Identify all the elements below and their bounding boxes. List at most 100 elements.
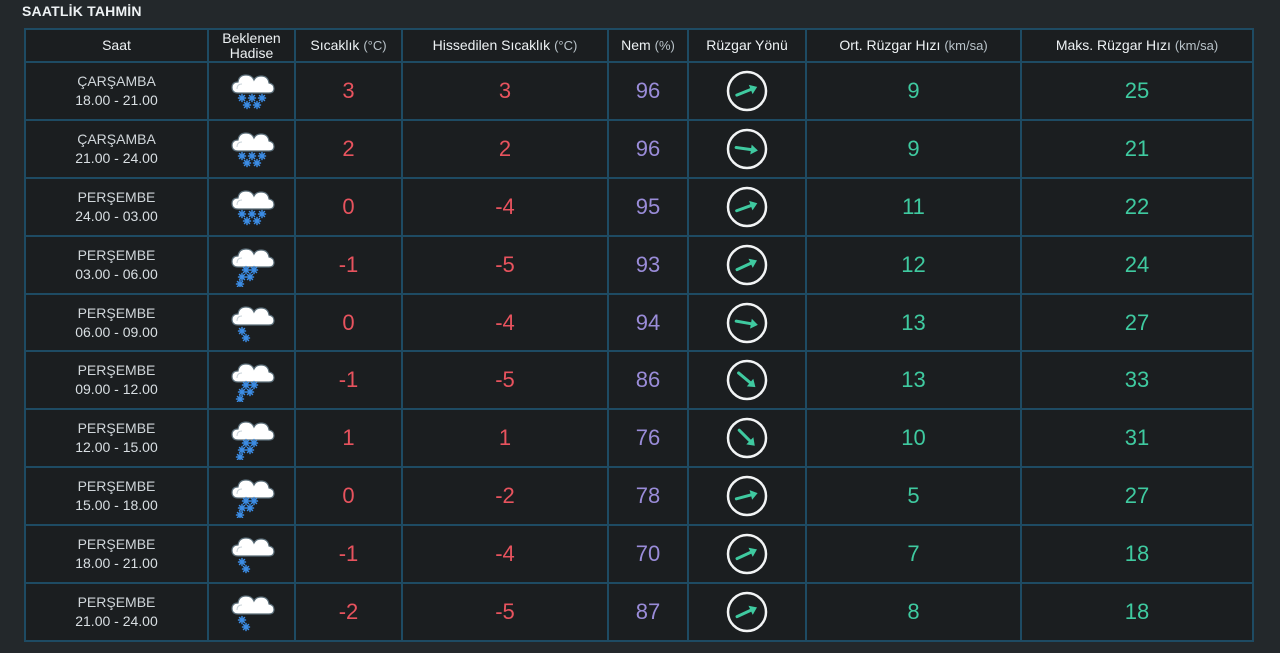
col-header-hissedilen-unit: (°C) — [554, 38, 578, 53]
feels-like-value: -4 — [401, 176, 609, 237]
temperature-value: 0 — [294, 176, 403, 237]
table-row: PERŞEMBE 24.00 - 03.00 0 -4 95 11 22 — [24, 176, 1254, 237]
table-row: PERŞEMBE 12.00 - 15.00 1 1 76 10 31 — [24, 408, 1254, 469]
table-row: PERŞEMBE 09.00 - 12.00 -1 -5 86 13 33 — [24, 350, 1254, 411]
snow-heavy-icon — [209, 127, 294, 171]
max-wind-speed-value: 24 — [1020, 234, 1254, 295]
table-row: ÇARŞAMBA 18.00 - 21.00 3 3 96 9 25 — [24, 61, 1254, 121]
snow-moderate-icon — [209, 474, 294, 519]
wind-direction-icon — [689, 301, 805, 345]
page-title: SAATLİK TAHMİN — [22, 3, 142, 19]
table-row: ÇARŞAMBA 21.00 - 24.00 2 2 96 9 21 — [24, 118, 1254, 179]
time-range: 21.00 - 24.00 — [75, 613, 158, 629]
col-header-saat-label: Saat — [102, 37, 131, 53]
feels-like-value: -4 — [401, 524, 609, 585]
wind-direction-icon — [689, 358, 805, 402]
avg-wind-speed-value: 7 — [805, 524, 1022, 585]
wind-direction-icon — [689, 243, 805, 287]
max-wind-speed-value: 22 — [1020, 176, 1254, 237]
weather-cell — [207, 61, 296, 121]
avg-wind-speed-value: 13 — [805, 292, 1022, 353]
temperature-value: 2 — [294, 118, 403, 179]
col-header-nem-label: Nem — [621, 37, 651, 53]
col-header-hadise-line1: Beklenen — [222, 29, 281, 46]
time-range: 18.00 - 21.00 — [75, 91, 158, 108]
wind-direction-cell — [687, 61, 807, 121]
feels-like-value: 1 — [401, 408, 609, 469]
col-header-hadise: Beklenen Hadise — [207, 28, 296, 63]
hourly-forecast-table: Saat Beklenen Hadise Sıcaklık (°C) Hisse… — [24, 28, 1254, 642]
col-header-maks-ruzgar-unit: (km/sa) — [1174, 38, 1219, 53]
weather-cell — [207, 350, 296, 411]
temperature-value: 0 — [294, 466, 403, 527]
col-header-hadise-line2: Hadise — [229, 44, 274, 61]
avg-wind-speed-value: 11 — [805, 176, 1022, 237]
day-label: PERŞEMBE — [77, 188, 156, 205]
temperature-value: -1 — [294, 524, 403, 585]
time-range: 24.00 - 03.00 — [75, 207, 158, 224]
time-range: 21.00 - 24.00 — [75, 149, 158, 166]
humidity-value: 96 — [607, 118, 689, 179]
wind-direction-icon — [689, 532, 805, 576]
table-header-row: Saat Beklenen Hadise Sıcaklık (°C) Hisse… — [24, 28, 1254, 63]
col-header-ruzgar-yonu-label: Rüzgar Yönü — [706, 37, 788, 53]
wind-direction-icon — [689, 69, 805, 113]
max-wind-speed-value: 21 — [1020, 118, 1254, 179]
avg-wind-speed-value: 9 — [805, 61, 1022, 121]
humidity-value: 96 — [607, 61, 689, 121]
wind-direction-icon — [689, 474, 805, 518]
wind-direction-cell — [687, 176, 807, 237]
time-cell: PERŞEMBE 09.00 - 12.00 — [24, 350, 209, 411]
day-label: PERŞEMBE — [77, 420, 156, 437]
time-range: 18.00 - 21.00 — [75, 555, 158, 572]
weather-cell — [207, 524, 296, 585]
wind-direction-icon — [689, 416, 805, 460]
temperature-value: 1 — [294, 408, 403, 469]
time-cell: PERŞEMBE 12.00 - 15.00 — [24, 408, 209, 469]
humidity-value: 87 — [607, 582, 689, 642]
day-label: PERŞEMBE — [77, 246, 156, 263]
max-wind-speed-value: 33 — [1020, 350, 1254, 411]
weather-cell — [207, 118, 296, 179]
avg-wind-speed-value: 9 — [805, 118, 1022, 179]
day-label: PERŞEMBE — [77, 478, 156, 495]
time-range: 03.00 - 06.00 — [75, 265, 158, 282]
avg-wind-speed-value: 5 — [805, 466, 1022, 527]
max-wind-speed-value: 27 — [1020, 466, 1254, 527]
col-header-nem: Nem (%) — [607, 28, 689, 63]
day-label: PERŞEMBE — [77, 304, 156, 321]
time-cell: PERŞEMBE 06.00 - 09.00 — [24, 292, 209, 353]
feels-like-value: -5 — [401, 234, 609, 295]
snow-moderate-icon — [209, 358, 294, 403]
temperature-value: -1 — [294, 234, 403, 295]
day-label: ÇARŞAMBA — [77, 130, 156, 147]
day-label: PERŞEMBE — [77, 362, 156, 379]
weather-cell — [207, 408, 296, 469]
time-cell: PERŞEMBE 21.00 - 24.00 — [24, 582, 209, 642]
max-wind-speed-value: 27 — [1020, 292, 1254, 353]
feels-like-value: -5 — [401, 350, 609, 411]
time-range: 15.00 - 18.00 — [75, 497, 158, 514]
humidity-value: 86 — [607, 350, 689, 411]
snow-light-icon — [209, 590, 294, 634]
weather-cell — [207, 176, 296, 237]
wind-direction-cell — [687, 524, 807, 585]
feels-like-value: 2 — [401, 118, 609, 179]
time-cell: PERŞEMBE 03.00 - 06.00 — [24, 234, 209, 295]
feels-like-value: 3 — [401, 61, 609, 121]
col-header-sicaklik-label: Sıcaklık — [310, 37, 360, 53]
wind-direction-icon — [689, 127, 805, 171]
time-cell: ÇARŞAMBA 21.00 - 24.00 — [24, 118, 209, 179]
weather-cell — [207, 234, 296, 295]
table-row: PERŞEMBE 03.00 - 06.00 -1 -5 93 12 24 — [24, 234, 1254, 295]
table-row: PERŞEMBE 06.00 - 09.00 0 -4 94 13 27 — [24, 292, 1254, 353]
table-row: PERŞEMBE 15.00 - 18.00 0 -2 78 5 27 — [24, 466, 1254, 527]
col-header-ort-ruzgar: Ort. Rüzgar Hızı (km/sa) — [805, 28, 1022, 63]
avg-wind-speed-value: 8 — [805, 582, 1022, 642]
feels-like-value: -5 — [401, 582, 609, 642]
avg-wind-speed-value: 12 — [805, 234, 1022, 295]
humidity-value: 94 — [607, 292, 689, 353]
time-range: 12.00 - 15.00 — [75, 439, 158, 456]
wind-direction-icon — [689, 590, 805, 634]
avg-wind-speed-value: 10 — [805, 408, 1022, 469]
